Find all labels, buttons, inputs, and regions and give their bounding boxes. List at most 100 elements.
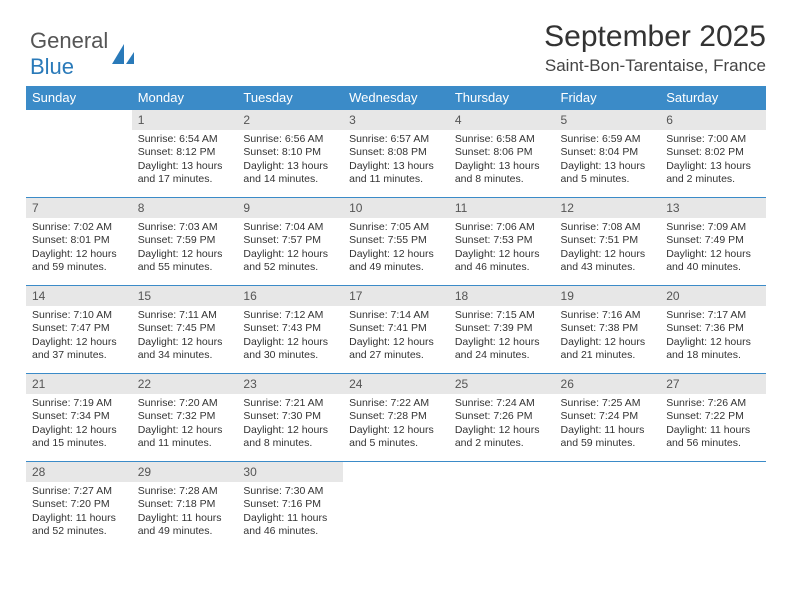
day-number: 29 [132,462,238,482]
day-number: 6 [660,110,766,130]
brand-word2: Blue [30,54,74,79]
weekday-header: Monday [132,86,238,110]
day-number: 5 [555,110,661,130]
weekday-header: Friday [555,86,661,110]
day-number: 26 [555,374,661,394]
day-details: Sunrise: 7:04 AMSunset: 7:57 PMDaylight:… [237,218,343,279]
day-details: Sunrise: 7:12 AMSunset: 7:43 PMDaylight:… [237,306,343,367]
day-number: 1 [132,110,238,130]
day-number: 7 [26,198,132,218]
day-number: 14 [26,286,132,306]
day-details: Sunrise: 7:27 AMSunset: 7:20 PMDaylight:… [26,482,132,543]
calendar-day-cell: 23Sunrise: 7:21 AMSunset: 7:30 PMDayligh… [237,374,343,462]
calendar-day-cell: 18Sunrise: 7:15 AMSunset: 7:39 PMDayligh… [449,286,555,374]
calendar-week-row: 28Sunrise: 7:27 AMSunset: 7:20 PMDayligh… [26,462,766,550]
day-number: 25 [449,374,555,394]
calendar-day-cell: 16Sunrise: 7:12 AMSunset: 7:43 PMDayligh… [237,286,343,374]
day-details: Sunrise: 7:09 AMSunset: 7:49 PMDaylight:… [660,218,766,279]
weekday-header: Sunday [26,86,132,110]
day-number: 28 [26,462,132,482]
day-details: Sunrise: 6:56 AMSunset: 8:10 PMDaylight:… [237,130,343,191]
day-number: 22 [132,374,238,394]
day-number: 11 [449,198,555,218]
weekday-header: Tuesday [237,86,343,110]
day-number: 18 [449,286,555,306]
day-number: 9 [237,198,343,218]
day-details: Sunrise: 7:11 AMSunset: 7:45 PMDaylight:… [132,306,238,367]
day-number: 19 [555,286,661,306]
calendar-day-cell: 4Sunrise: 6:58 AMSunset: 8:06 PMDaylight… [449,110,555,198]
calendar-day-cell: 20Sunrise: 7:17 AMSunset: 7:36 PMDayligh… [660,286,766,374]
calendar-day-cell: 9Sunrise: 7:04 AMSunset: 7:57 PMDaylight… [237,198,343,286]
day-details: Sunrise: 7:02 AMSunset: 8:01 PMDaylight:… [26,218,132,279]
calendar-day-cell: 28Sunrise: 7:27 AMSunset: 7:20 PMDayligh… [26,462,132,550]
calendar-day-cell [555,462,661,550]
day-number: 8 [132,198,238,218]
day-number: 21 [26,374,132,394]
day-number: 27 [660,374,766,394]
day-details: Sunrise: 7:14 AMSunset: 7:41 PMDaylight:… [343,306,449,367]
day-details: Sunrise: 7:10 AMSunset: 7:47 PMDaylight:… [26,306,132,367]
calendar-week-row: 14Sunrise: 7:10 AMSunset: 7:47 PMDayligh… [26,286,766,374]
calendar-table: Sunday Monday Tuesday Wednesday Thursday… [26,86,766,550]
day-details: Sunrise: 6:58 AMSunset: 8:06 PMDaylight:… [449,130,555,191]
calendar-day-cell: 1Sunrise: 6:54 AMSunset: 8:12 PMDaylight… [132,110,238,198]
calendar-day-cell: 12Sunrise: 7:08 AMSunset: 7:51 PMDayligh… [555,198,661,286]
calendar-day-cell: 13Sunrise: 7:09 AMSunset: 7:49 PMDayligh… [660,198,766,286]
day-details: Sunrise: 6:59 AMSunset: 8:04 PMDaylight:… [555,130,661,191]
day-details: Sunrise: 7:28 AMSunset: 7:18 PMDaylight:… [132,482,238,543]
day-details: Sunrise: 6:54 AMSunset: 8:12 PMDaylight:… [132,130,238,191]
day-details: Sunrise: 7:00 AMSunset: 8:02 PMDaylight:… [660,130,766,191]
calendar-day-cell [449,462,555,550]
calendar-day-cell: 22Sunrise: 7:20 AMSunset: 7:32 PMDayligh… [132,374,238,462]
calendar-day-cell: 6Sunrise: 7:00 AMSunset: 8:02 PMDaylight… [660,110,766,198]
weekday-header: Wednesday [343,86,449,110]
calendar-day-cell: 26Sunrise: 7:25 AMSunset: 7:24 PMDayligh… [555,374,661,462]
calendar-day-cell: 2Sunrise: 6:56 AMSunset: 8:10 PMDaylight… [237,110,343,198]
location-subtitle: Saint-Bon-Tarentaise, France [26,56,766,76]
calendar-day-cell: 21Sunrise: 7:19 AMSunset: 7:34 PMDayligh… [26,374,132,462]
day-number: 23 [237,374,343,394]
calendar-day-cell: 27Sunrise: 7:26 AMSunset: 7:22 PMDayligh… [660,374,766,462]
day-details: Sunrise: 7:24 AMSunset: 7:26 PMDaylight:… [449,394,555,455]
day-details: Sunrise: 7:08 AMSunset: 7:51 PMDaylight:… [555,218,661,279]
day-details: Sunrise: 7:19 AMSunset: 7:34 PMDaylight:… [26,394,132,455]
day-number: 30 [237,462,343,482]
calendar-day-cell: 30Sunrise: 7:30 AMSunset: 7:16 PMDayligh… [237,462,343,550]
day-number: 15 [132,286,238,306]
calendar-day-cell: 14Sunrise: 7:10 AMSunset: 7:47 PMDayligh… [26,286,132,374]
calendar-day-cell [343,462,449,550]
day-number: 20 [660,286,766,306]
calendar-week-row: 21Sunrise: 7:19 AMSunset: 7:34 PMDayligh… [26,374,766,462]
calendar-day-cell: 8Sunrise: 7:03 AMSunset: 7:59 PMDaylight… [132,198,238,286]
calendar-day-cell: 29Sunrise: 7:28 AMSunset: 7:18 PMDayligh… [132,462,238,550]
day-details: Sunrise: 7:21 AMSunset: 7:30 PMDaylight:… [237,394,343,455]
calendar-day-cell: 5Sunrise: 6:59 AMSunset: 8:04 PMDaylight… [555,110,661,198]
day-details: Sunrise: 7:25 AMSunset: 7:24 PMDaylight:… [555,394,661,455]
calendar-day-cell: 11Sunrise: 7:06 AMSunset: 7:53 PMDayligh… [449,198,555,286]
day-details: Sunrise: 7:15 AMSunset: 7:39 PMDaylight:… [449,306,555,367]
day-number: 3 [343,110,449,130]
day-details: Sunrise: 7:06 AMSunset: 7:53 PMDaylight:… [449,218,555,279]
calendar-week-row: 7Sunrise: 7:02 AMSunset: 8:01 PMDaylight… [26,198,766,286]
day-details: Sunrise: 7:26 AMSunset: 7:22 PMDaylight:… [660,394,766,455]
weekday-header-row: Sunday Monday Tuesday Wednesday Thursday… [26,86,766,110]
weekday-header: Saturday [660,86,766,110]
calendar-day-cell [26,110,132,198]
calendar-day-cell: 24Sunrise: 7:22 AMSunset: 7:28 PMDayligh… [343,374,449,462]
day-details: Sunrise: 7:03 AMSunset: 7:59 PMDaylight:… [132,218,238,279]
calendar-day-cell: 15Sunrise: 7:11 AMSunset: 7:45 PMDayligh… [132,286,238,374]
day-details: Sunrise: 6:57 AMSunset: 8:08 PMDaylight:… [343,130,449,191]
calendar-week-row: 1Sunrise: 6:54 AMSunset: 8:12 PMDaylight… [26,110,766,198]
day-number: 24 [343,374,449,394]
day-number: 13 [660,198,766,218]
month-title: September 2025 [26,20,766,54]
calendar-day-cell: 17Sunrise: 7:14 AMSunset: 7:41 PMDayligh… [343,286,449,374]
day-details: Sunrise: 7:30 AMSunset: 7:16 PMDaylight:… [237,482,343,543]
day-details: Sunrise: 7:17 AMSunset: 7:36 PMDaylight:… [660,306,766,367]
calendar-day-cell: 19Sunrise: 7:16 AMSunset: 7:38 PMDayligh… [555,286,661,374]
day-number: 2 [237,110,343,130]
title-block: September 2025 Saint-Bon-Tarentaise, Fra… [26,20,766,76]
day-number: 17 [343,286,449,306]
brand-logo: General Blue [30,28,136,80]
